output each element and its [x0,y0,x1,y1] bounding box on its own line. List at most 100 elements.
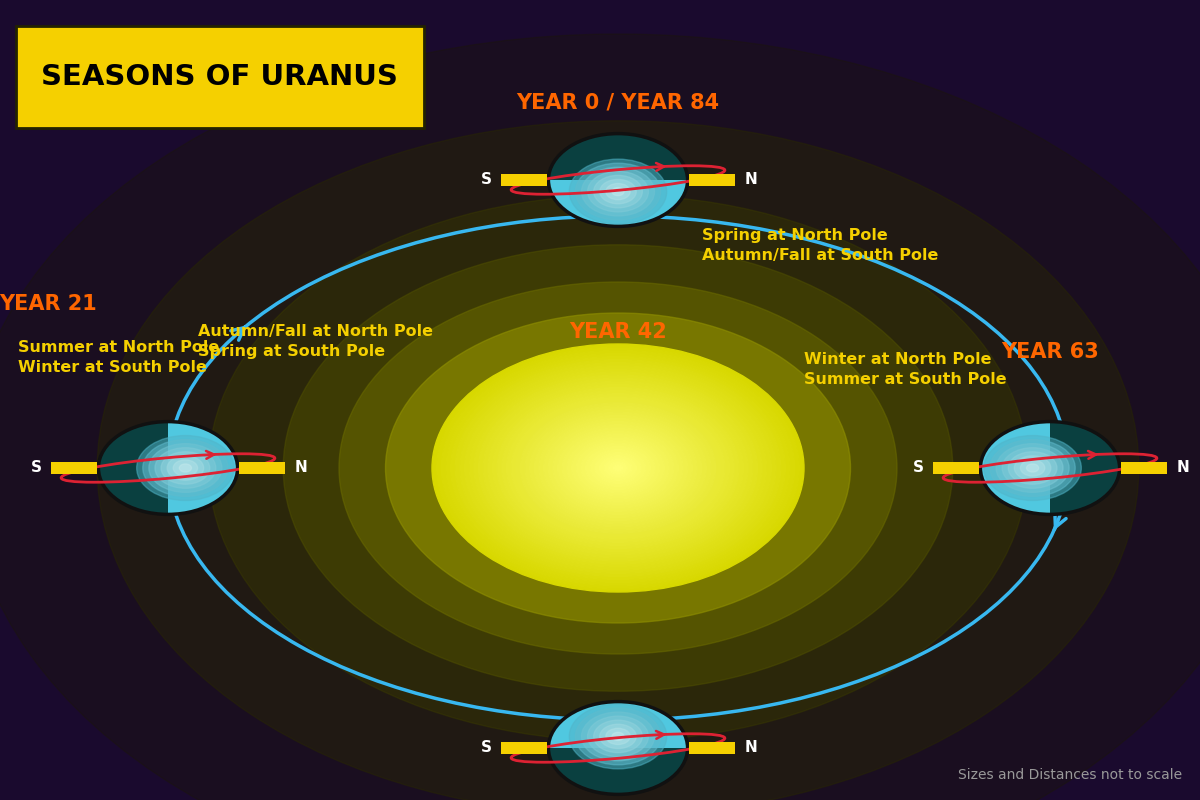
Circle shape [506,394,730,542]
Bar [502,174,547,186]
Circle shape [492,384,744,552]
Circle shape [1020,460,1045,476]
Circle shape [569,704,667,769]
Circle shape [385,313,851,623]
Circle shape [582,712,654,761]
Polygon shape [548,180,688,226]
Circle shape [588,716,648,757]
Circle shape [167,456,204,480]
Circle shape [209,195,1027,741]
Text: S: S [481,173,492,187]
Circle shape [980,422,1120,514]
Text: YEAR 42: YEAR 42 [569,322,667,342]
Text: Summer at North Pole
Winter at South Pole: Summer at North Pole Winter at South Pol… [18,340,220,374]
Circle shape [1008,452,1057,484]
Circle shape [283,245,953,691]
Circle shape [432,344,804,592]
Circle shape [548,702,688,794]
Circle shape [1002,448,1063,488]
Circle shape [604,458,632,478]
Text: SEASONS OF URANUS: SEASONS OF URANUS [41,62,398,90]
Bar [934,462,979,474]
Circle shape [502,390,734,546]
Circle shape [460,362,776,574]
Circle shape [548,422,688,514]
Circle shape [469,369,767,567]
Text: N: N [744,741,757,755]
Circle shape [600,456,637,480]
Circle shape [149,444,222,492]
Circle shape [613,465,623,471]
Circle shape [340,282,898,654]
Polygon shape [548,702,688,748]
Circle shape [612,187,624,196]
Circle shape [996,444,1069,492]
Circle shape [464,366,772,570]
Circle shape [455,359,781,577]
Text: Autumn/Fall at North Pole
Spring at South Pole: Autumn/Fall at North Pole Spring at Sout… [198,324,433,358]
Circle shape [539,415,697,521]
Circle shape [594,175,642,208]
Circle shape [1026,464,1039,472]
Circle shape [173,460,198,476]
Circle shape [516,400,720,536]
Circle shape [990,439,1075,497]
Circle shape [442,350,794,586]
Text: S: S [913,461,924,475]
Circle shape [595,453,641,483]
Circle shape [155,448,216,488]
Circle shape [563,430,674,506]
Text: S: S [481,741,492,755]
Circle shape [566,434,670,502]
Circle shape [521,403,715,533]
Circle shape [451,357,785,579]
Circle shape [600,179,636,204]
Circle shape [161,452,210,484]
Circle shape [576,440,660,496]
Circle shape [143,439,228,497]
Text: S: S [31,461,42,475]
Circle shape [98,422,238,514]
Circle shape [606,183,630,200]
Circle shape [446,354,790,582]
Circle shape [511,397,725,539]
Text: Winter at North Pole
Summer at South Pole: Winter at North Pole Summer at South Pol… [804,352,1007,386]
Polygon shape [168,422,238,514]
Circle shape [582,167,654,216]
Circle shape [544,418,692,518]
Circle shape [487,381,749,555]
Bar [502,742,547,754]
Circle shape [437,347,799,589]
Circle shape [606,728,630,745]
Text: Spring at North Pole
Autumn/Fall at South Pole: Spring at North Pole Autumn/Fall at Sout… [702,228,938,262]
Circle shape [97,121,1139,800]
Circle shape [569,159,667,224]
Text: N: N [744,173,757,187]
Circle shape [600,724,636,749]
Circle shape [575,163,661,220]
Circle shape [534,412,702,524]
Text: Sizes and Distances not to scale: Sizes and Distances not to scale [958,768,1182,782]
Polygon shape [980,422,1050,514]
Circle shape [484,378,752,558]
Circle shape [594,720,642,753]
Circle shape [179,464,192,472]
Circle shape [571,437,665,499]
Circle shape [0,34,1200,800]
Circle shape [1014,456,1051,480]
Circle shape [526,406,710,530]
Bar [1121,462,1166,474]
Bar [689,742,734,754]
Circle shape [612,732,624,741]
Circle shape [984,435,1081,501]
Circle shape [497,387,739,549]
Circle shape [548,134,688,226]
Text: N: N [1176,461,1189,475]
Circle shape [529,409,707,527]
Circle shape [553,425,683,511]
Circle shape [479,375,757,561]
Text: YEAR 63: YEAR 63 [1001,342,1099,362]
Circle shape [581,443,655,493]
Bar [52,462,97,474]
Text: YEAR 21: YEAR 21 [0,294,97,314]
